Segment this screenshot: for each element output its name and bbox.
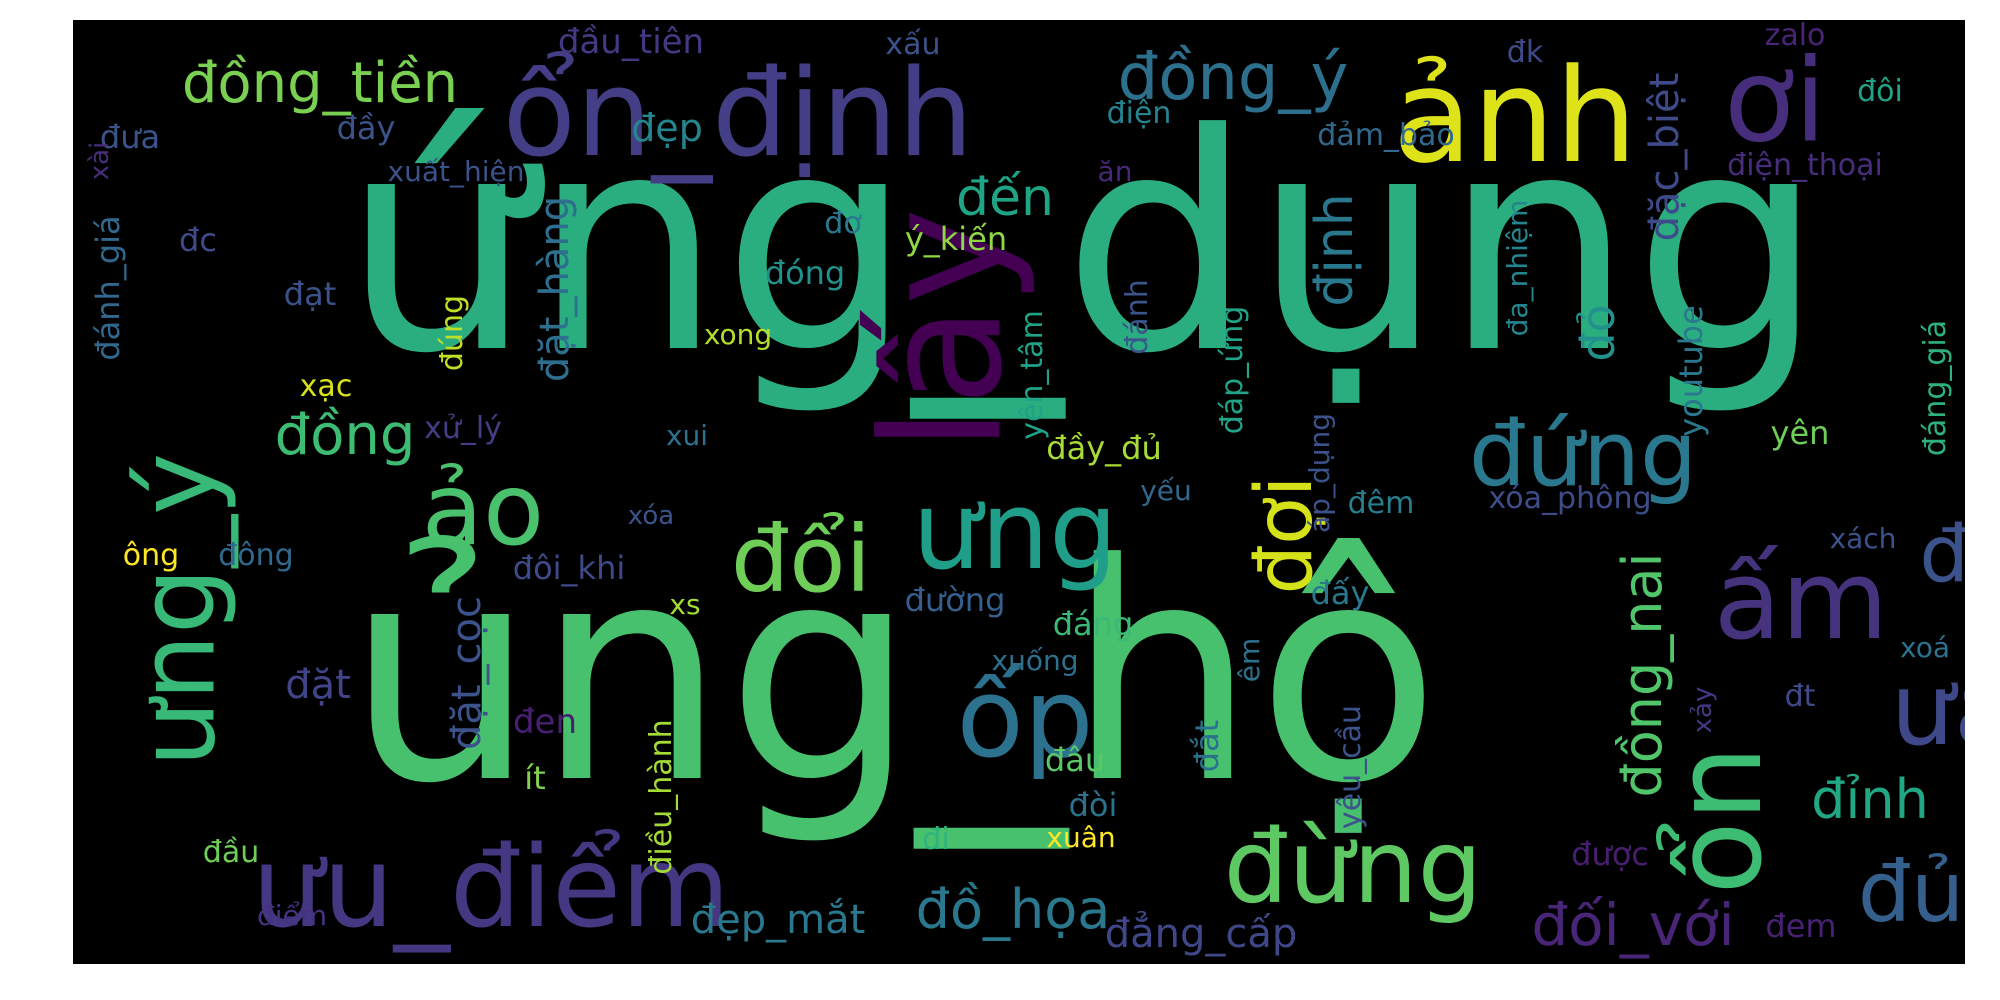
word: đặt [285, 662, 351, 708]
word: ưu_điểm [251, 823, 731, 953]
word: ăn [1097, 155, 1133, 188]
word: đồng_tiền [181, 51, 459, 116]
word: đt [1784, 679, 1816, 714]
word: yêu_cầu [1333, 704, 1368, 830]
word: đặt_hàng [532, 195, 578, 383]
word: youtube [1672, 305, 1710, 437]
word: ổn_định [502, 45, 974, 184]
word: đẳng_cấp [1104, 911, 1298, 957]
word: đáp_ứng [1215, 305, 1250, 435]
word: đầy [336, 109, 396, 147]
word: ứng_dụng [342, 70, 1824, 419]
word: đấy [1310, 574, 1370, 612]
word: đừng [1223, 808, 1483, 927]
word: đẹp [631, 106, 703, 150]
word: xóa [627, 501, 675, 531]
word: xảy [1688, 686, 1718, 734]
word: êm [1233, 637, 1266, 683]
word: đi [922, 822, 950, 857]
word: yên_tâm [1015, 310, 1050, 440]
word: ít [524, 759, 546, 797]
word: đk [1506, 35, 1544, 70]
word: đc [179, 221, 217, 259]
word: đỉnh [1811, 768, 1929, 831]
word: xoá [1900, 631, 1950, 664]
word: đánh_giá [89, 215, 127, 361]
word: ý_kiến [904, 220, 1008, 258]
word: xài [85, 141, 115, 181]
word: đứng [1468, 402, 1698, 507]
word: đâu [1044, 741, 1106, 779]
word: đầu [202, 835, 260, 870]
word-cloud: ứng_dụng ủng_hộ lấy ổn_định ảnh ơi ưu_đi… [73, 20, 1965, 964]
word: đồng_ý [1117, 41, 1349, 115]
word: đối_với [1531, 891, 1735, 959]
word: ủng_hộ [345, 500, 1441, 849]
word: xuân [1046, 821, 1116, 854]
word: đầu_tiên [557, 22, 705, 62]
word: đáng_giá [1918, 319, 1953, 457]
word: xạc [299, 369, 353, 404]
word: đóng [764, 254, 846, 292]
word: ảnh [1392, 40, 1638, 192]
word: đôi [1857, 74, 1903, 109]
word: đúng [435, 294, 470, 372]
word: đầy_đủ [1046, 429, 1162, 467]
word: được [1571, 835, 1649, 873]
word: đẹp_mắt [690, 897, 866, 943]
word: định [1305, 193, 1365, 307]
word: đường [904, 581, 1006, 619]
word: đỏ [1571, 304, 1625, 362]
word: ưa [1890, 651, 1965, 768]
word: đáng [1052, 605, 1134, 643]
word: ưng_ý [116, 452, 239, 768]
word: đêm [1347, 486, 1415, 521]
word: xóa_phông [1488, 481, 1652, 516]
word: ảo [421, 451, 545, 568]
word: đặt_cọc [444, 595, 490, 751]
word: đôi_khi [512, 549, 626, 587]
word: xuống [991, 644, 1079, 677]
word: đem [1765, 907, 1837, 945]
word: đổi [730, 506, 872, 613]
word: đưa [99, 118, 161, 156]
word: ông [122, 538, 180, 573]
word: đa_nhiệm [1501, 199, 1534, 337]
word: xong [703, 318, 773, 351]
word: đồng [274, 403, 416, 468]
word: xui [665, 419, 709, 452]
word: đơ [824, 206, 862, 241]
word: xách [1829, 522, 1897, 555]
word: xuất_hiện [387, 155, 525, 188]
word: đủ [1857, 843, 1965, 941]
word: điện [1106, 96, 1172, 131]
word: yếu [1140, 474, 1192, 507]
word: đen [512, 702, 578, 742]
word: đảm_bảo [1317, 118, 1455, 153]
word: đông [218, 538, 294, 573]
word: đồng_nai [1611, 552, 1674, 798]
word: ổn [1650, 745, 1789, 895]
word: đặc_biệt [1642, 72, 1688, 242]
word: ốp [956, 654, 1094, 782]
word: điều_hành [644, 719, 679, 875]
word: xử_lý [424, 411, 502, 446]
word: đến [956, 168, 1054, 228]
word: đòi [1068, 786, 1118, 824]
word: đắt [1188, 719, 1226, 773]
word: điểm [256, 899, 328, 932]
word: yên [1770, 414, 1830, 452]
word: xấu [885, 27, 941, 62]
word: đánh [1120, 279, 1155, 355]
word: độ [1919, 510, 1965, 600]
word: điện_thoại [1727, 148, 1883, 183]
word: xs [669, 588, 701, 621]
word: ưng [912, 469, 1118, 594]
word: áp_dụng [1303, 413, 1336, 533]
word: đạt [283, 275, 337, 313]
word: zalo [1764, 20, 1826, 53]
word: ơi [1723, 34, 1827, 169]
word: ấm [1713, 536, 1889, 664]
word: đồ_họa [915, 878, 1111, 941]
